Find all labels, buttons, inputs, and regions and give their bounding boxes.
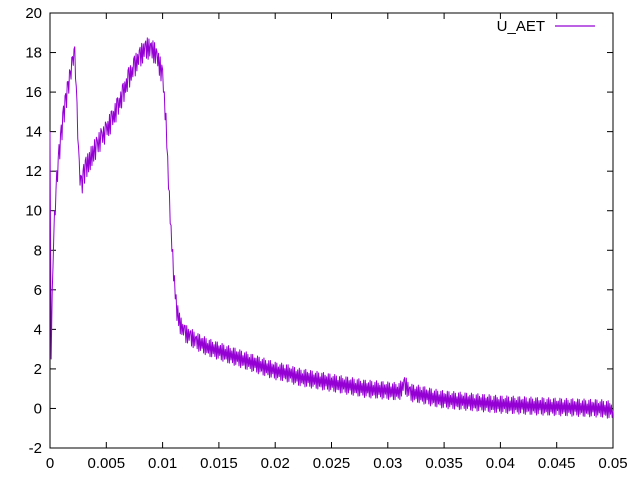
y-tick-label: 10 <box>25 203 42 220</box>
x-tick-label: 0.03 <box>373 455 402 472</box>
x-tick-label: 0.01 <box>148 455 177 472</box>
y-tick-label: 2 <box>34 361 42 378</box>
x-tick-label: 0.05 <box>598 455 627 472</box>
y-tick-label: -2 <box>29 440 42 457</box>
legend: U_AET <box>497 18 595 35</box>
y-tick-label: 4 <box>34 321 42 338</box>
legend-label: U_AET <box>497 18 545 35</box>
x-tick-label: 0.02 <box>261 455 290 472</box>
y-tick-label: 6 <box>34 282 42 299</box>
tick-labels: 0 0.005 0.01 0.015 0.02 0.025 0.03 0.035 0.04 0.0… <box>25 5 627 472</box>
y-tick-label: 20 <box>25 5 42 22</box>
y-tick-label: 12 <box>25 163 42 180</box>
series-layer <box>49 37 614 419</box>
x-tick-label: 0.04 <box>486 455 515 472</box>
x-tick-label: 0.025 <box>313 455 351 472</box>
x-tick-label: 0.035 <box>425 455 463 472</box>
series-line-u-aet <box>49 37 614 419</box>
x-tick-label: 0.045 <box>538 455 576 472</box>
x-tick-label: 0.015 <box>200 455 238 472</box>
y-tick-label: 16 <box>25 84 42 101</box>
y-tick-label: 0 <box>34 400 42 417</box>
x-tick-label: 0.005 <box>88 455 126 472</box>
x-tick-label: 0 <box>46 455 54 472</box>
y-tick-label: 8 <box>34 242 42 259</box>
y-tick-label: 18 <box>25 45 42 62</box>
y-tick-label: 14 <box>25 124 42 141</box>
